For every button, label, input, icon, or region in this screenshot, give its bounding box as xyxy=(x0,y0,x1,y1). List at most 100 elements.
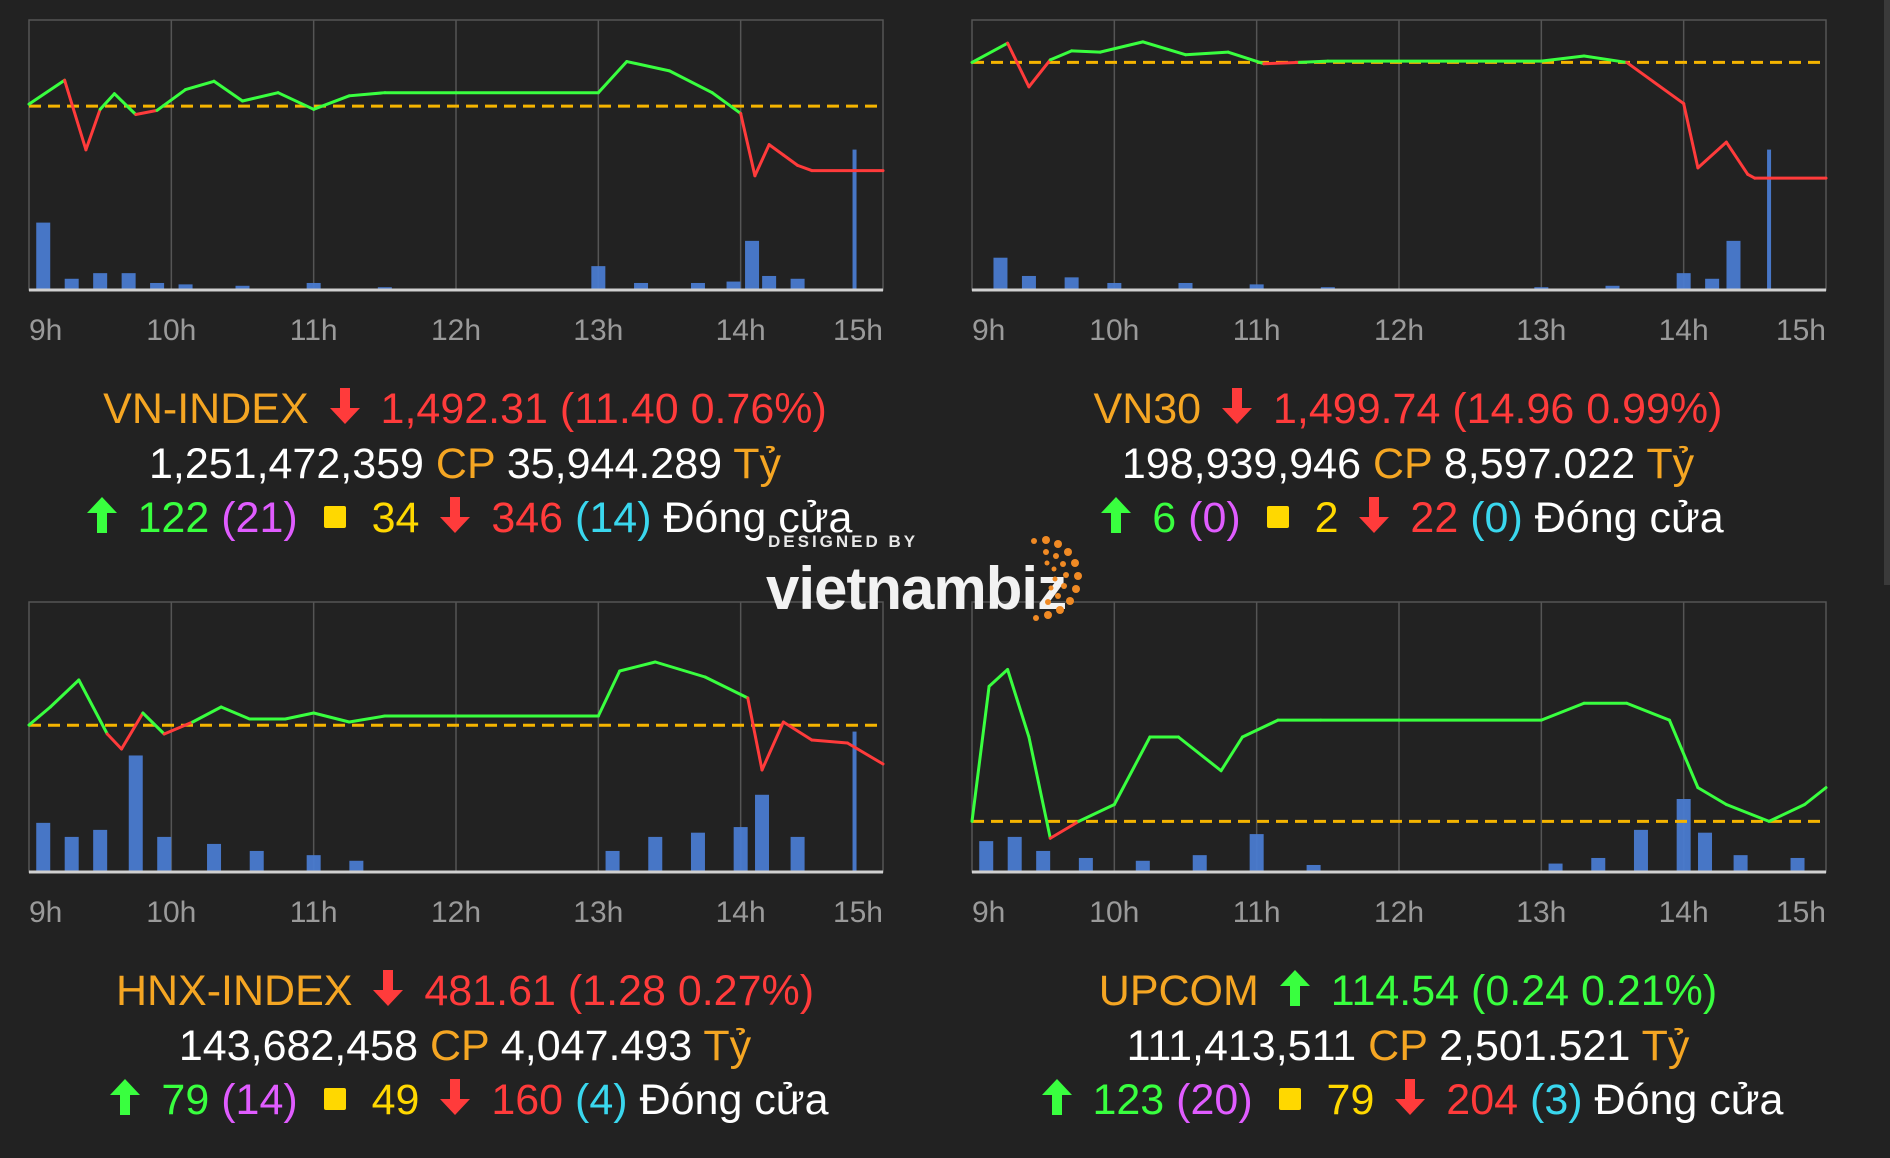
index-line-segment xyxy=(276,91,316,111)
x-tick-label: 15h xyxy=(833,896,883,929)
volume-bar xyxy=(36,822,51,872)
volume-bar xyxy=(235,285,250,290)
advances-count: 123 xyxy=(1092,1076,1165,1124)
floor-count: (0) xyxy=(1470,494,1523,542)
x-tick-label: 9h xyxy=(29,896,62,929)
dotted-swirl-icon xyxy=(1031,536,1082,621)
index-line-segment xyxy=(596,60,629,95)
index-value: 1,499.74 xyxy=(1273,385,1441,433)
volume-bar xyxy=(790,278,805,290)
volume-bar xyxy=(349,860,364,872)
volume-bar xyxy=(745,240,760,290)
volume-bar xyxy=(1107,282,1122,290)
x-tick-label: 12h xyxy=(431,896,481,929)
index-change: (14.96 0.99%) xyxy=(1452,385,1723,433)
index-line-segment xyxy=(84,107,102,152)
index-line-segment xyxy=(618,660,657,673)
volume-bar xyxy=(178,284,193,290)
x-tick-label: 14h xyxy=(716,314,766,347)
index-line-segment xyxy=(155,88,188,112)
ceiling-count: (14) xyxy=(221,1076,298,1124)
x-tick-label: 12h xyxy=(431,314,481,347)
up-arrow-icon xyxy=(1277,968,1313,1020)
index-line-segment xyxy=(1724,140,1750,176)
index-line-segment xyxy=(184,79,216,92)
unchanged-square-icon xyxy=(323,506,346,528)
volume-bar xyxy=(690,832,705,872)
volume-bar xyxy=(605,850,620,872)
volume-bar xyxy=(36,222,51,290)
volume-value: 1,251,472,359 xyxy=(148,440,424,488)
down-arrow-icon xyxy=(437,495,473,547)
index-line-segment xyxy=(1724,803,1771,823)
x-tick-label: 9h xyxy=(29,314,62,347)
index-line-segment xyxy=(1141,40,1187,57)
index-line-segment xyxy=(120,711,145,751)
index-line-segment xyxy=(1682,102,1700,170)
index-line-segment xyxy=(312,711,351,724)
volume-bar xyxy=(64,278,79,290)
scrollbar[interactable] xyxy=(1884,0,1890,585)
volume-bar xyxy=(790,836,805,872)
index-value: 481.61 xyxy=(424,967,556,1015)
turnover-value: 4,047.493 xyxy=(500,1022,693,1070)
volume-bar xyxy=(306,855,321,872)
x-tick-label: 10h xyxy=(146,896,196,929)
volume-bar xyxy=(852,149,857,290)
designed-by-text: DESIGNED BY xyxy=(768,532,919,551)
turnover-unit: Tỷ xyxy=(733,440,782,488)
index-line-segment xyxy=(668,69,714,95)
index-line-segment xyxy=(703,675,750,700)
index-line-segment xyxy=(970,684,991,823)
turnover-unit: Tỷ xyxy=(1646,440,1695,488)
chart-vnindex: 9h 10h 11h 12h 13h 14h 15h xyxy=(27,19,885,347)
index-line-segment xyxy=(767,143,785,157)
index-line-segment xyxy=(63,78,88,152)
chart-vn30: 9h 10h 11h 12h 13h 14h 15h xyxy=(970,19,1828,347)
index-line-segment xyxy=(1803,786,1828,806)
volume-bar xyxy=(249,850,264,872)
down-arrow-icon xyxy=(370,968,406,1020)
volume-bar xyxy=(150,282,165,290)
index-value: 1,492.31 xyxy=(380,385,548,433)
index-line-segment xyxy=(1070,49,1102,54)
index-change: (11.40 0.76%) xyxy=(559,385,827,433)
index-line-segment xyxy=(241,91,280,103)
down-arrow-icon xyxy=(1392,1077,1428,1129)
index-change: (1.28 0.27%) xyxy=(567,967,815,1015)
volume-bar xyxy=(852,731,857,872)
x-tick-label: 13h xyxy=(573,314,623,347)
x-tick-label: 9h xyxy=(972,896,1005,929)
index-line-segment xyxy=(970,41,1010,64)
market-status: Đóng cửa xyxy=(639,1076,829,1124)
volume-bar xyxy=(128,755,143,872)
volume-bar xyxy=(1064,277,1079,290)
x-tick-label: 13h xyxy=(573,896,623,929)
volume-bar xyxy=(64,836,79,872)
unchanged-square-icon xyxy=(1266,506,1289,528)
down-arrow-icon xyxy=(437,1077,473,1129)
index-line-segment xyxy=(105,732,124,751)
declines-count: 160 xyxy=(491,1076,564,1124)
index-line-segment xyxy=(845,741,885,766)
x-tick-label: 14h xyxy=(1659,314,1709,347)
index-line-segment xyxy=(1539,701,1586,722)
volume-bar xyxy=(755,794,770,872)
ceiling-count: (21) xyxy=(221,494,298,542)
index-line-segment xyxy=(312,94,351,111)
chart-hnx: 9h 10h 11h 12h 13h 14h 15h xyxy=(27,601,885,929)
index-line-segment xyxy=(1625,60,1686,106)
index-line-segment xyxy=(1048,49,1074,62)
x-tick-label: 15h xyxy=(833,314,883,347)
volume-bar xyxy=(1605,285,1620,290)
index-name: VN-INDEX xyxy=(103,385,309,433)
index-line-segment xyxy=(112,92,138,116)
index-line-segment xyxy=(625,60,671,73)
x-tick-label: 11h xyxy=(290,314,338,347)
index-line-segment xyxy=(1112,735,1152,806)
index-line-segment xyxy=(1667,718,1700,790)
volume-bar xyxy=(1078,857,1093,872)
volume-bar xyxy=(1548,863,1563,872)
index-line-segment xyxy=(48,678,81,709)
x-tick-label: 11h xyxy=(290,896,338,929)
